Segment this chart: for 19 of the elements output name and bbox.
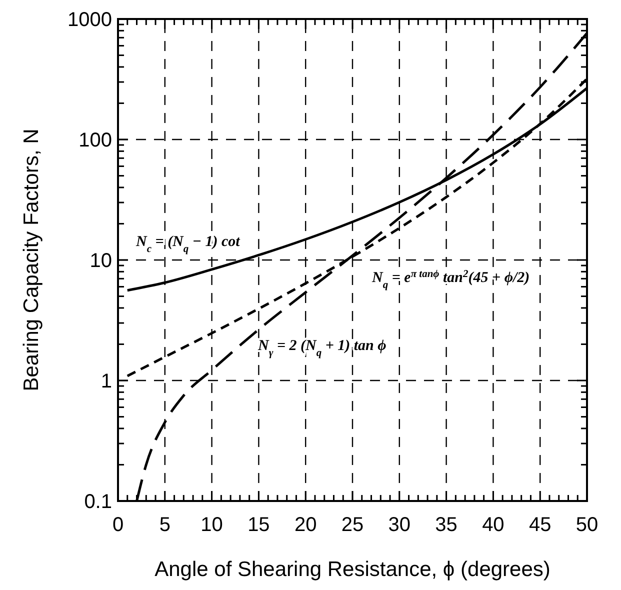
y-tick-label: 10 <box>90 250 112 272</box>
x-tick-label: 5 <box>159 514 170 536</box>
x-tick-label: 0 <box>112 514 124 536</box>
x-tick-label: 50 <box>576 514 598 536</box>
y-tick-label: 100 <box>78 130 112 152</box>
y-tick-label: 1 <box>100 370 112 392</box>
y-tick-label: 1000 <box>68 9 112 31</box>
annotation: N$_{γ}$ = 2 (N$_{q}$ + 1) tan ϕ <box>257 338 387 358</box>
y-axis-title: Bearing Capacity Factors, N <box>20 128 43 392</box>
x-tick-label: 15 <box>248 514 270 536</box>
x-axis-title: Angle of Shearing Resistance, ϕ (degrees) <box>154 558 550 581</box>
x-tick-label: 30 <box>388 514 411 536</box>
x-tick-label: 25 <box>341 514 364 536</box>
x-tick-label: 10 <box>200 514 223 536</box>
x-tick-label: 20 <box>294 514 317 536</box>
y-tick-label: 0.1 <box>84 491 112 513</box>
x-tick-label: 35 <box>435 514 458 536</box>
x-tick-label: 40 <box>482 514 504 536</box>
x-tick-label: 45 <box>528 514 552 536</box>
